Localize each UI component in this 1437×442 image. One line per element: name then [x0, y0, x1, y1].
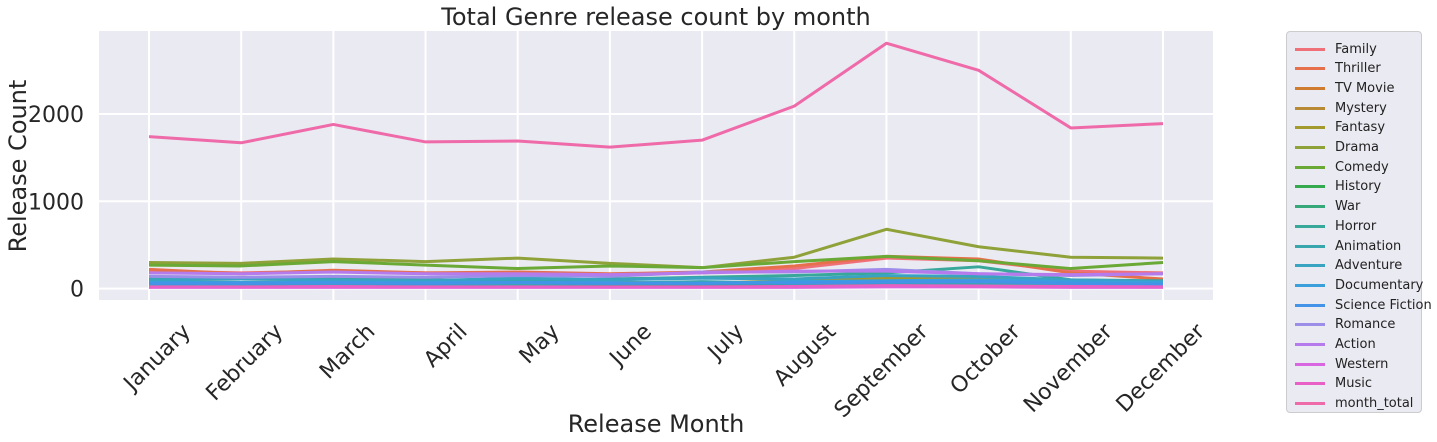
- legend-label: Comedy: [1335, 159, 1389, 175]
- legend-label: Western: [1335, 356, 1389, 372]
- legend-swatch: [1295, 47, 1325, 51]
- legend-swatch: [1295, 185, 1325, 189]
- legend-label: Animation: [1335, 238, 1402, 254]
- series-line-science-fiction: [149, 280, 1164, 286]
- legend-swatch: [1295, 224, 1325, 228]
- x-tick-label: December: [1112, 319, 1211, 418]
- legend-label: Thriller: [1335, 61, 1381, 77]
- legend-item: Horror: [1295, 217, 1376, 235]
- legend-swatch: [1295, 126, 1325, 130]
- legend-label: Fantasy: [1335, 120, 1386, 136]
- x-tick-label: March: [315, 319, 380, 384]
- legend-swatch: [1295, 303, 1325, 307]
- legend-swatch: [1295, 323, 1325, 327]
- x-tick-label: February: [202, 319, 289, 406]
- legend-item: Animation: [1295, 237, 1401, 255]
- legend-swatch: [1295, 67, 1325, 71]
- legend-label: History: [1335, 179, 1382, 195]
- chart-title: Total Genre release count by month: [440, 3, 870, 31]
- series-line-action: [148, 269, 1164, 277]
- legend-item: Drama: [1295, 139, 1379, 157]
- series-line-music: [149, 284, 1164, 289]
- x-tick-label: January: [118, 319, 196, 397]
- legend-item: Adventure: [1295, 257, 1402, 275]
- legend-label: War: [1335, 199, 1361, 215]
- legend-label: month_total: [1335, 396, 1414, 412]
- legend-item: Romance: [1295, 316, 1395, 334]
- series-line-month-total: [148, 41, 1164, 149]
- legend-swatch: [1295, 343, 1325, 346]
- x-tick-label: August: [769, 319, 841, 391]
- legend-label: Horror: [1335, 218, 1377, 234]
- legend-item: Western: [1295, 355, 1388, 373]
- legend-swatch: [1295, 205, 1325, 209]
- legend-item: History: [1295, 178, 1381, 196]
- legend-item: Science Fiction: [1295, 296, 1432, 314]
- legend-item: Music: [1295, 375, 1372, 393]
- gridlines: [99, 31, 1213, 300]
- legend-label: Documentary: [1335, 277, 1424, 293]
- legend-label: TV Movie: [1335, 80, 1395, 96]
- legend-swatch: [1295, 106, 1325, 110]
- x-tick-label: September: [830, 319, 934, 423]
- legend-swatch: [1295, 146, 1325, 149]
- legend-label: Romance: [1335, 317, 1396, 333]
- series-line-adventure: [148, 274, 1164, 284]
- x-tick-label: November: [1019, 319, 1118, 418]
- x-tick-label: June: [604, 319, 657, 372]
- legend-item: War: [1295, 198, 1360, 216]
- legend-item: TV Movie: [1295, 79, 1394, 97]
- y-axis-label: Release Count: [4, 80, 32, 253]
- legend-label: Mystery: [1335, 100, 1387, 116]
- legend-item: Mystery: [1295, 99, 1387, 117]
- legend-item: Family: [1295, 40, 1377, 58]
- legend-item: Comedy: [1295, 158, 1389, 176]
- x-tick-label: April: [419, 319, 472, 372]
- legend-swatch: [1295, 264, 1325, 268]
- legend: Family Thriller TV Movie Mystery Fantasy Dram…: [1286, 31, 1432, 413]
- legend-swatch: [1295, 165, 1325, 169]
- legend-swatch: [1295, 382, 1325, 386]
- legend-label: Science Fiction: [1335, 297, 1432, 313]
- series-lines: [148, 41, 1164, 289]
- legend-swatch: [1295, 86, 1325, 90]
- x-tick-label: July: [702, 319, 749, 366]
- legend-label: Music: [1335, 376, 1372, 392]
- series-line-comedy: [148, 254, 1164, 271]
- x-tick-label: October: [946, 319, 1027, 400]
- legend-swatch: [1295, 402, 1325, 406]
- legend-item: Fantasy: [1295, 119, 1385, 137]
- legend-item: month_total: [1295, 395, 1413, 413]
- legend-label: Action: [1335, 337, 1376, 352]
- legend-swatch: [1295, 244, 1325, 248]
- legend-item: Thriller: [1295, 60, 1381, 78]
- y-tick-label: 0: [70, 278, 84, 303]
- y-tick-label: 2000: [28, 103, 84, 128]
- y-tick-label: 1000: [28, 190, 84, 215]
- legend-swatch: [1295, 362, 1325, 366]
- y-tick-labels: 0 1000 2000: [28, 103, 84, 303]
- legend-label: Family: [1335, 41, 1377, 57]
- legend-label: Drama: [1335, 140, 1379, 155]
- plot-background: [99, 31, 1213, 300]
- x-tick-labels: January February March April May June July Augu…: [118, 319, 1211, 423]
- legend-item: Documentary: [1295, 276, 1423, 294]
- legend-item: Action: [1295, 336, 1376, 354]
- legend-label: Adventure: [1335, 258, 1403, 274]
- x-axis-label: Release Month: [568, 410, 745, 438]
- legend-swatch: [1295, 283, 1325, 287]
- x-tick-label: May: [515, 319, 565, 369]
